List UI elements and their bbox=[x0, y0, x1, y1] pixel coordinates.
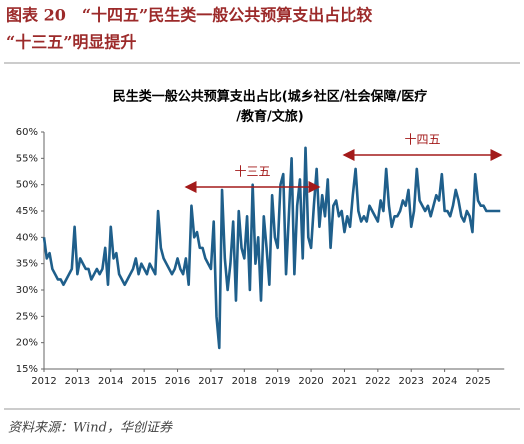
y-tick-label: 35% bbox=[16, 259, 38, 270]
annotation: 十三五 bbox=[234, 165, 270, 179]
x-tick-label: 2018 bbox=[232, 376, 257, 387]
y-tick-label: 50% bbox=[16, 180, 38, 191]
y-tick-label: 20% bbox=[16, 338, 38, 349]
y-tick-label: 55% bbox=[16, 153, 38, 164]
x-tick-label: 2017 bbox=[198, 376, 223, 387]
x-tick-label: 2019 bbox=[265, 376, 290, 387]
x-tick-label: 2024 bbox=[432, 376, 457, 387]
header-title: 图表 20 “十四五”民生类一般公共预算支出占比较 bbox=[6, 6, 372, 25]
chart-title: /教育/文旅) bbox=[236, 109, 303, 125]
x-tick-label: 2021 bbox=[332, 376, 357, 387]
annotation: 十四五 bbox=[404, 133, 440, 147]
x-tick-label: 2025 bbox=[465, 376, 490, 387]
x-tick-label: 2016 bbox=[165, 376, 190, 387]
y-tick-label: 30% bbox=[16, 285, 38, 296]
x-tick-label: 2022 bbox=[365, 376, 390, 387]
line bbox=[42, 146, 501, 350]
y-tick-label: 45% bbox=[16, 206, 38, 217]
y-tick-label: 25% bbox=[16, 311, 38, 322]
y-tick-label: 15% bbox=[16, 364, 38, 375]
x-tick-label: 2015 bbox=[131, 376, 156, 387]
x-tick-label: 2013 bbox=[65, 376, 90, 387]
source: 资料来源：Wind，华创证券 bbox=[8, 421, 173, 436]
y-tick-label: 60% bbox=[16, 127, 38, 138]
x-tick-label: 2014 bbox=[98, 376, 123, 387]
x-tick-label: 2023 bbox=[399, 376, 424, 387]
y-tick-label: 40% bbox=[16, 232, 38, 243]
x-tick-label: 2020 bbox=[298, 376, 323, 387]
chart-title: 民生类一般公共预算支出占比(城乡社区/社会保障/医疗 bbox=[113, 89, 427, 105]
header-title: “十三五”明显提升 bbox=[6, 33, 136, 52]
x-tick-label: 2012 bbox=[31, 376, 56, 387]
